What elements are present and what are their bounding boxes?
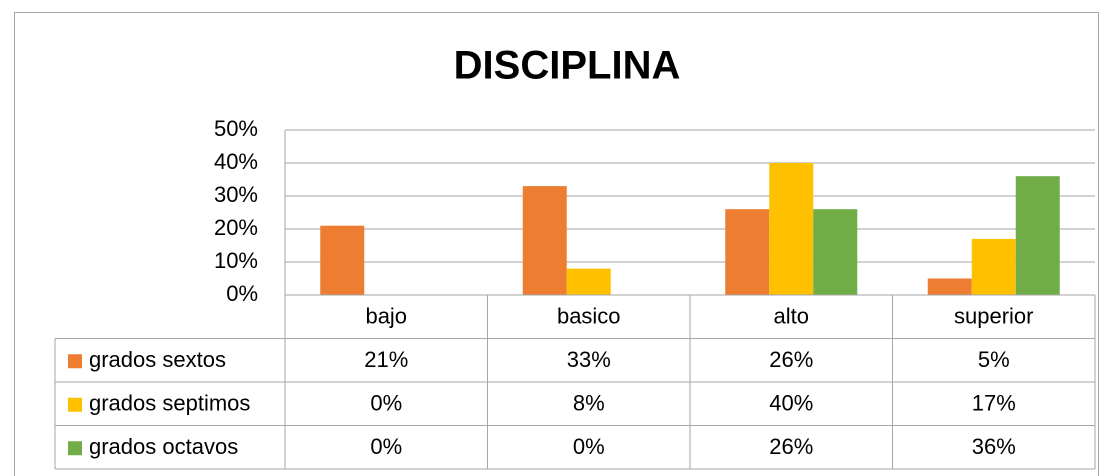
- legend-key: [68, 354, 82, 369]
- table-value: 21%: [364, 347, 408, 372]
- x-tick-label: basico: [557, 304, 621, 329]
- legend-label: grados octavos: [89, 434, 238, 459]
- y-tick-label: 40%: [214, 149, 258, 174]
- table-value: 0%: [370, 434, 402, 459]
- bar: [522, 186, 567, 295]
- bar: [1015, 176, 1060, 295]
- chart-title: DISCIPLINA: [454, 44, 681, 88]
- bar: [566, 268, 611, 295]
- table-value: 26%: [769, 434, 813, 459]
- y-tick-label: 30%: [214, 182, 258, 207]
- y-tick-label: 0%: [226, 281, 258, 306]
- table-value: 33%: [567, 347, 611, 372]
- y-tick-label: 50%: [214, 116, 258, 141]
- table-value: 0%: [573, 434, 605, 459]
- table-value: 8%: [573, 391, 605, 416]
- bar: [971, 238, 1016, 295]
- table-value: 17%: [972, 391, 1016, 416]
- table-value: 40%: [769, 391, 813, 416]
- table-value: 0%: [370, 391, 402, 416]
- bar: [725, 209, 770, 295]
- y-tick-label: 20%: [214, 215, 258, 240]
- x-tick-label: alto: [774, 304, 809, 329]
- x-tick-label: superior: [954, 304, 1033, 329]
- bar: [320, 225, 365, 295]
- legend-key: [68, 441, 82, 456]
- bar: [813, 209, 858, 295]
- legend-key: [68, 397, 82, 412]
- bar: [927, 278, 972, 295]
- y-tick-label: 10%: [214, 248, 258, 273]
- legend-label: grados sextos: [89, 347, 226, 372]
- table-value: 36%: [972, 434, 1016, 459]
- bar: [769, 163, 814, 295]
- x-tick-label: bajo: [365, 304, 407, 329]
- table-value: 26%: [769, 347, 813, 372]
- legend-label: grados septimos: [89, 391, 250, 416]
- table-value: 5%: [978, 347, 1010, 372]
